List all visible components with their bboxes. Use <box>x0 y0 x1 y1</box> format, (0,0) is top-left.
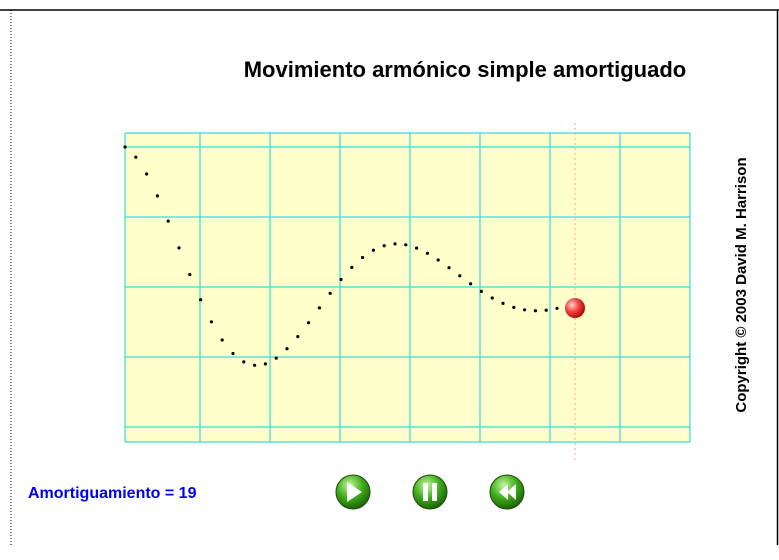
trace-dot <box>382 244 386 248</box>
trace-dot <box>155 194 159 198</box>
trace-dot <box>242 360 246 364</box>
trace-dot <box>145 172 149 176</box>
trace-dot <box>188 273 192 277</box>
rewind-button[interactable] <box>489 474 525 510</box>
trace-dot <box>523 308 527 312</box>
trace-dot <box>393 242 397 246</box>
trace-dot <box>533 309 538 313</box>
trace-dot <box>447 266 451 270</box>
trace-dot <box>425 251 429 255</box>
trace-dot <box>166 219 170 223</box>
trace-dot <box>209 320 213 324</box>
trace-dot <box>253 363 257 367</box>
grid <box>124 132 691 443</box>
damping-label: Amortiguamiento = 19 <box>28 485 197 502</box>
play-button[interactable] <box>335 474 371 510</box>
trace-dot <box>350 265 354 269</box>
trace-dot <box>371 248 375 252</box>
trace-dot <box>328 291 332 295</box>
trace-dot <box>339 277 343 282</box>
trace-dot <box>307 321 311 325</box>
pause-button[interactable] <box>412 474 448 510</box>
trace-dot <box>512 305 516 309</box>
trace-dot <box>123 145 127 149</box>
trace-dot <box>479 289 483 293</box>
trace-dot <box>361 255 365 260</box>
trace-dot <box>544 308 548 312</box>
trace-dot <box>296 335 300 339</box>
trace-dot <box>263 362 267 366</box>
trace-dot <box>220 338 224 342</box>
trace-dot <box>490 296 494 300</box>
trace-dot <box>436 258 440 262</box>
trace-dot <box>274 356 278 360</box>
title: Movimiento armónico simple amortiguado <box>244 57 687 82</box>
trace-dot <box>317 306 321 310</box>
trace-dot <box>458 274 462 278</box>
trace-dot <box>469 282 473 286</box>
trace-dot <box>415 246 419 250</box>
trace-dot <box>404 243 408 247</box>
trace-dot <box>501 301 505 305</box>
ball <box>565 298 585 318</box>
trace-dot <box>177 246 181 250</box>
trace-dot <box>199 298 203 302</box>
trace-dot <box>231 351 235 356</box>
trace <box>123 145 559 367</box>
copyright: Copyright © 2003 David M. Harrison <box>733 157 750 412</box>
trace-dot <box>285 347 289 351</box>
trace-dot <box>555 306 559 310</box>
trace-dot <box>134 155 138 159</box>
